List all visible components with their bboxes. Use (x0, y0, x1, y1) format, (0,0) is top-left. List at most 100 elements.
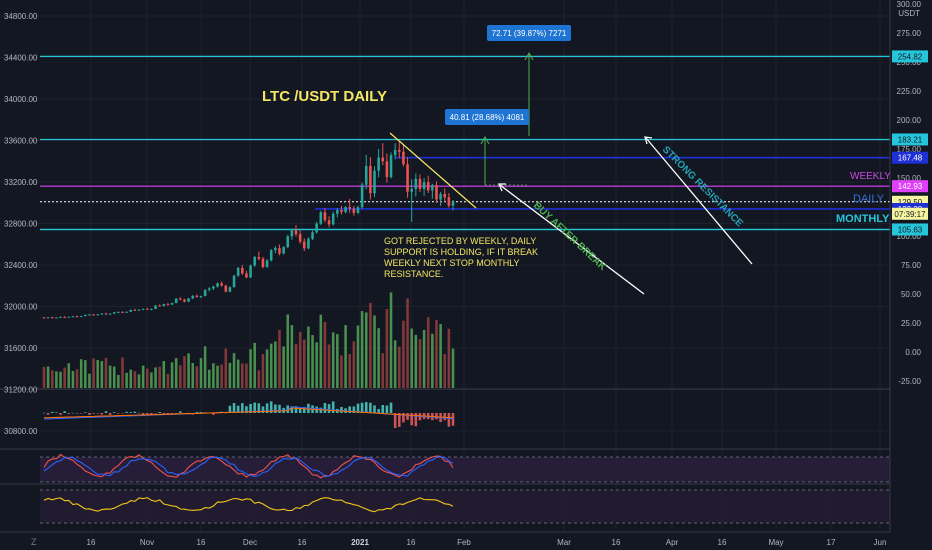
candle-body (307, 238, 310, 249)
volume-bar (426, 317, 430, 388)
volume-bar (170, 362, 174, 388)
volume-bar (203, 346, 207, 388)
macd-bar (265, 403, 269, 413)
weekly-label: WEEKLY (850, 171, 891, 182)
price-tag-bg (892, 180, 928, 193)
left-axis-tick: 30800.00 (4, 427, 38, 436)
candle-body (112, 312, 116, 314)
macd-bar (112, 412, 116, 413)
macd-bar (398, 413, 401, 427)
candle-body (59, 316, 62, 318)
candle-body (431, 185, 434, 191)
volume-bar (183, 356, 186, 388)
left-axis-tick: 32000.00 (4, 303, 38, 312)
candle-body (389, 155, 393, 178)
volume-bar (220, 364, 223, 388)
volume-bar (216, 365, 219, 388)
left-axis-tick: 34400.00 (4, 54, 38, 63)
time-axis-tick: Nov (140, 538, 154, 547)
macd-bar (170, 413, 174, 414)
candle-body (108, 313, 112, 315)
stoch-k-line (43, 453, 454, 479)
time-axis-tick: 16 (612, 538, 621, 547)
candle-body (212, 286, 215, 289)
volume-bar (323, 322, 327, 388)
volume-bar (174, 358, 178, 388)
candle-body (447, 197, 451, 206)
time-axis-ticks[interactable]: 16 Nov 16 Dec 16 2021 16 Feb Mar 16 Apr 16 May 17 Jun (87, 538, 887, 547)
volume-bar (228, 362, 232, 388)
time-axis-tick: Dec (243, 538, 257, 547)
candle-body (323, 212, 327, 221)
volume-bar (166, 373, 170, 388)
left-axis-tick: 31200.00 (4, 386, 38, 395)
candle-body (232, 275, 236, 288)
volume-bar (158, 366, 161, 388)
candle-body (245, 273, 248, 278)
candle-body (265, 260, 269, 267)
volume-bar (393, 340, 397, 388)
indicator-lines (43, 406, 454, 513)
price-tag-bg (892, 223, 928, 236)
candle-body (50, 317, 54, 319)
macd-bar (59, 413, 62, 415)
time-axis-tick: Jun (874, 538, 887, 547)
macd-bar (249, 403, 252, 413)
candle-body (377, 157, 380, 171)
time-axis-tick: 17 (827, 538, 836, 547)
volume-bar (414, 334, 418, 388)
volume-bar (50, 370, 54, 388)
candle-body (67, 316, 71, 318)
volume-bar (71, 370, 75, 388)
left-axis-tick: 32400.00 (4, 261, 38, 270)
volume-bar (443, 354, 447, 388)
right-axis-tick: 225.00 (897, 87, 922, 96)
candle-body (360, 184, 364, 208)
candle-body (92, 314, 95, 316)
macd-bar (79, 413, 83, 414)
macd-bar (364, 402, 368, 413)
candle-body (331, 213, 335, 225)
macd-bar (137, 412, 141, 414)
volume-bar (121, 357, 124, 388)
chart-title: LTC /USDT DAILY (262, 88, 387, 105)
candle-body (414, 178, 418, 190)
candle-body (393, 149, 397, 156)
macd-bar (133, 411, 137, 413)
candle-body (451, 201, 455, 206)
candle-body (199, 296, 203, 298)
candle-body (410, 189, 413, 192)
macd-bar (232, 403, 236, 413)
macd-bar (63, 411, 66, 413)
candlesticks[interactable] (42, 140, 455, 319)
volume-bar (129, 369, 133, 388)
svg-text:40.81 (28.68%) 4081: 40.81 (28.68%) 4081 (450, 113, 525, 122)
yellow-trendline (389, 132, 477, 209)
strong-arrow (645, 137, 753, 265)
volume-bar (59, 371, 62, 388)
candle-body (311, 232, 314, 239)
candle-body (121, 311, 124, 313)
volume-bar (162, 360, 166, 388)
price-levels (40, 55, 890, 231)
macd-bar (212, 413, 215, 415)
svg-text:72.71 (39.87%) 7271: 72.71 (39.87%) 7271 (492, 29, 567, 38)
macd-bar (352, 406, 356, 413)
right-axis-tick: 250.00 (897, 58, 922, 67)
price-tag-bg (892, 50, 928, 63)
trend-drawings[interactable] (389, 51, 753, 295)
volume-bar (207, 369, 211, 388)
macd-bar (435, 413, 438, 420)
candle-body (46, 317, 50, 319)
time-axis-tick: 2021 (351, 538, 369, 547)
candle-body (290, 230, 294, 237)
candle-body (406, 164, 409, 192)
candle-body (236, 268, 240, 276)
candle-body (344, 207, 347, 213)
volume-bar (422, 329, 426, 388)
macd-bar (129, 412, 133, 413)
macd-bar (269, 401, 273, 413)
annotation-note: GOT REJECTED BY WEEKLY, DAILY SUPPORT IS… (384, 236, 541, 279)
candle-body (129, 309, 133, 312)
